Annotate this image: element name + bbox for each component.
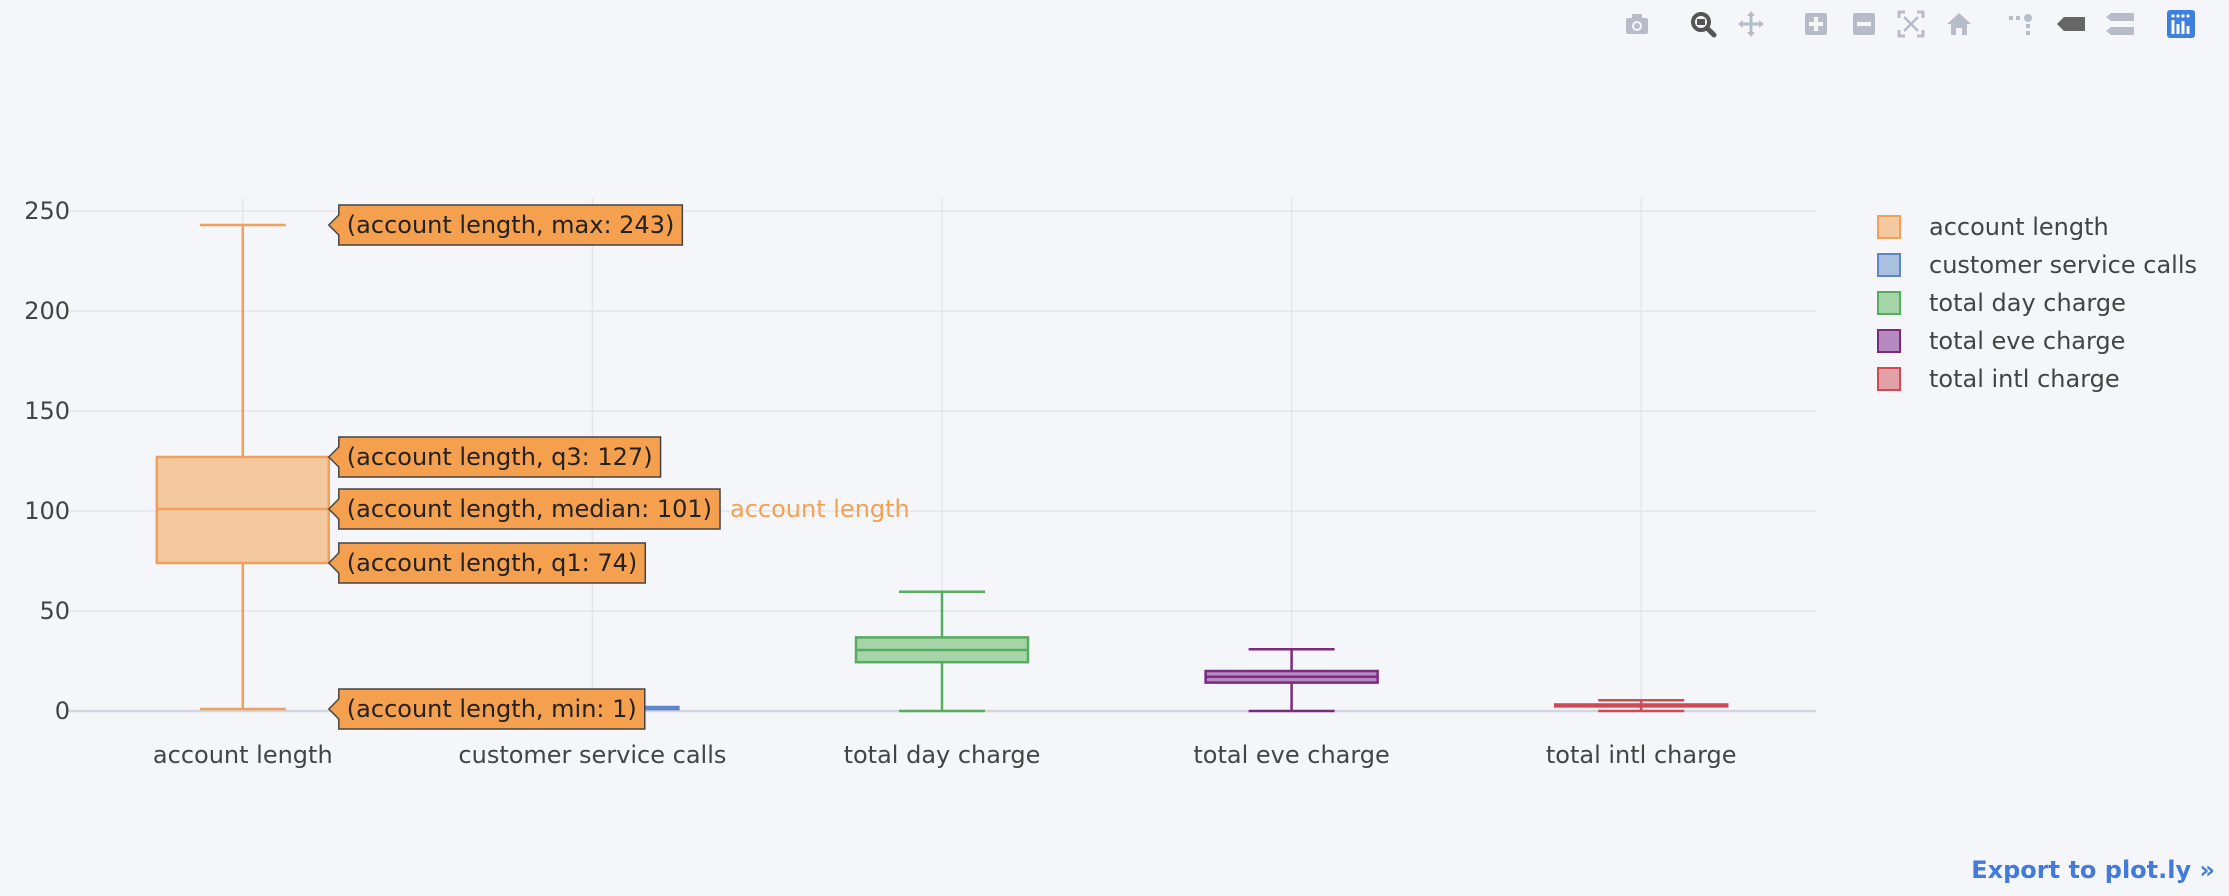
hover-label-q3: (account length, q3: 127) [327,436,662,478]
camera-icon[interactable] [1617,4,1657,44]
hover-closest-icon[interactable] [2051,4,2091,44]
hover-trace-label: account length [730,495,910,523]
hover-labels: (account length, max: 243) (account lengt… [327,204,910,730]
legend-item-customer-service-calls[interactable]: customer service calls [1877,251,2197,279]
modebar [0,4,2229,44]
zoom-icon[interactable] [1683,4,1723,44]
legend-item-total-day-charge[interactable]: total day charge [1877,289,2126,317]
x-tick-label: account length [153,741,333,769]
hover-label-text: (account length, median: 101) [347,495,712,523]
plotly-logo-icon[interactable] [2161,4,2201,44]
legend-label: total eve charge [1929,327,2125,355]
legend-swatch [1877,215,1901,239]
hover-label-text: (account length, max: 243) [347,211,675,239]
y-tick-label: 200 [24,297,70,325]
legend-swatch [1877,253,1901,277]
y-axis: 0 50 100 150 200 250 [24,197,70,725]
x-tick-label: customer service calls [458,741,726,769]
legend: account length customer service calls tota… [1877,213,2197,393]
hover-label-text: (account length, q3: 127) [347,443,653,471]
legend-swatch [1877,291,1901,315]
y-tick-label: 50 [39,597,70,625]
y-tick-label: 0 [55,697,70,725]
hover-label-box [327,688,646,730]
legend-label: total intl charge [1929,365,2120,393]
y-tick-label: 150 [24,397,70,425]
pan-icon[interactable] [1731,4,1771,44]
legend-item-total-eve-charge[interactable]: total eve charge [1877,327,2125,355]
y-tick-label: 100 [24,497,70,525]
hover-label-median: (account length, median: 101) account len… [327,488,910,530]
legend-swatch [1877,329,1901,353]
x-tick-label: total eve charge [1193,741,1389,769]
legend-label: total day charge [1929,289,2126,317]
zoom-out-icon[interactable] [1844,4,1884,44]
export-link[interactable]: Export to plot.ly » [1971,856,2215,884]
hover-label-box [327,204,684,246]
hover-label-max: (account length, max: 243) [327,204,684,246]
hover-label-box [327,542,647,584]
spike-lines-icon[interactable] [2001,4,2041,44]
home-icon[interactable] [1939,4,1979,44]
x-tick-label: total day charge [844,741,1041,769]
box-total-intl-charge [1553,698,1729,713]
hover-label-min: (account length, min: 1) [327,688,646,730]
hover-label-box [327,488,721,530]
legend-item-account-length[interactable]: account length [1877,213,2109,241]
y-tick-label: 250 [24,197,70,225]
legend-item-total-intl-charge[interactable]: total intl charge [1877,365,2120,393]
x-tick-label: total intl charge [1546,741,1737,769]
box-account-length [155,223,331,711]
legend-label: customer service calls [1929,251,2197,279]
hover-compare-icon[interactable] [2100,4,2140,44]
hover-label-q1: (account length, q1: 74) [327,542,647,584]
legend-label: account length [1929,213,2109,241]
hover-label-box [327,436,662,478]
x-axis: account length customer service calls tota… [153,741,1737,769]
autoscale-icon[interactable] [1891,4,1931,44]
hover-label-text: (account length, q1: 74) [347,549,637,577]
hover-label-text: (account length, min: 1) [347,695,637,723]
legend-swatch [1877,367,1901,391]
box-total-eve-charge [1204,647,1379,713]
zoom-in-icon[interactable] [1796,4,1836,44]
box-total-day-charge [854,590,1030,713]
